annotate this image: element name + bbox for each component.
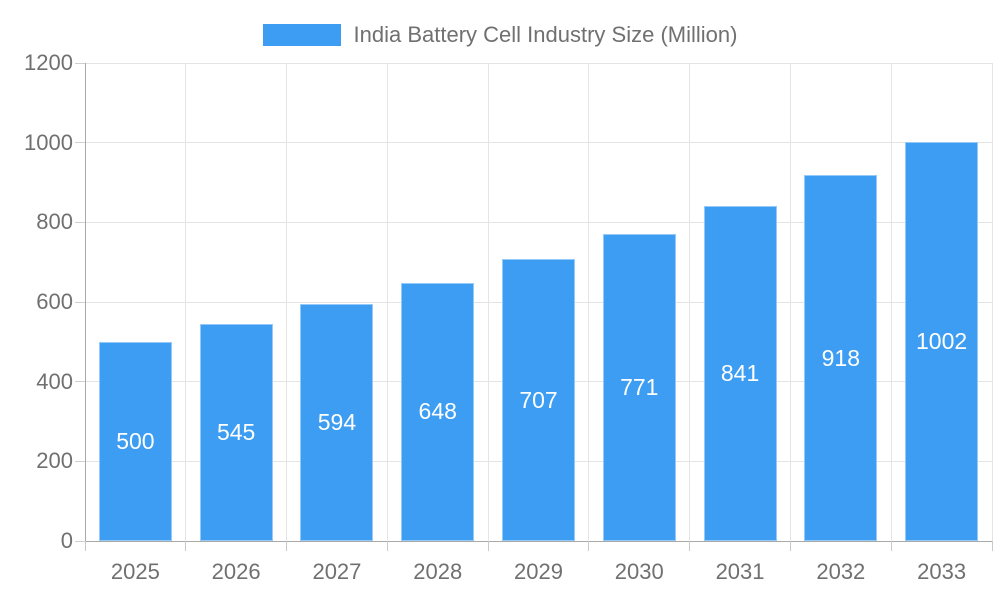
bar[interactable]: 707 xyxy=(502,259,575,541)
plot-area: 0 200 400 600 800 1000 1200 2025 2026 2027 2028 202… xyxy=(24,51,993,584)
x-gridline xyxy=(185,63,187,541)
y-axis-tick-label: 0 xyxy=(60,528,73,553)
bar-value-label: 1002 xyxy=(916,327,968,354)
x-gridline xyxy=(487,63,489,541)
bar-value-label: 771 xyxy=(620,373,659,400)
x-axis-tick-label: 2027 xyxy=(312,559,362,584)
bar[interactable]: 841 xyxy=(703,206,777,541)
x-axis-tick xyxy=(890,541,892,551)
y-axis-tick xyxy=(75,381,85,383)
bar-value-label: 841 xyxy=(720,359,760,386)
bar-value-label: 545 xyxy=(216,418,256,445)
x-axis-tick xyxy=(588,541,590,551)
bar-value-label: 707 xyxy=(519,386,558,413)
x-gridline xyxy=(890,63,892,541)
x-axis-tick xyxy=(286,541,288,551)
x-axis-tick xyxy=(386,541,388,551)
bar-value-label: 594 xyxy=(317,409,357,436)
bar-value-label: 648 xyxy=(418,398,457,425)
y-gridline xyxy=(85,142,992,144)
y-axis-tick-label: 800 xyxy=(36,209,73,235)
y-axis-tick xyxy=(75,460,85,462)
x-axis-tick-label: 2026 xyxy=(211,559,261,584)
x-axis-tick-label: 2030 xyxy=(614,559,664,584)
x-gridline xyxy=(991,63,993,541)
y-gridline xyxy=(85,62,992,64)
bar[interactable]: 918 xyxy=(804,175,878,541)
y-axis-tick-label: 600 xyxy=(36,289,73,314)
bar[interactable]: 594 xyxy=(300,304,374,541)
y-axis-tick-label: 1000 xyxy=(24,129,73,155)
x-axis-tick-label: 2033 xyxy=(917,559,967,584)
x-axis-tick xyxy=(789,541,791,551)
legend-item[interactable]: India Battery Cell Industry Size (Millio… xyxy=(0,22,1000,48)
x-axis-tick-label: 2031 xyxy=(715,559,765,584)
bar[interactable]: 500 xyxy=(98,341,172,541)
x-axis-tick xyxy=(185,541,187,551)
y-axis-tick-label: 400 xyxy=(36,368,73,394)
x-axis-tick xyxy=(84,541,86,551)
bar[interactable]: 771 xyxy=(602,233,676,541)
legend-label: India Battery Cell Industry Size (Millio… xyxy=(353,22,738,47)
bar[interactable]: 648 xyxy=(401,282,475,541)
y-axis-tick xyxy=(75,62,85,64)
x-axis-tick xyxy=(991,541,993,551)
x-gridline xyxy=(386,63,388,541)
x-axis-tick-label: 2025 xyxy=(110,559,160,584)
x-axis-tick-label: 2032 xyxy=(816,559,866,584)
x-axis-tick xyxy=(689,541,691,551)
x-gridline xyxy=(588,63,590,541)
y-axis-tick xyxy=(75,142,85,144)
x-gridline xyxy=(789,63,791,541)
bar-value-label: 500 xyxy=(116,427,155,454)
y-axis-tick-label: 1200 xyxy=(24,50,73,75)
x-gridline xyxy=(286,63,288,541)
x-gridline xyxy=(689,63,691,541)
x-axis-tick-label: 2029 xyxy=(514,559,563,584)
legend-swatch xyxy=(262,24,341,46)
bar[interactable]: 1002 xyxy=(905,141,979,541)
x-axis-tick xyxy=(487,541,489,551)
y-axis-line xyxy=(85,63,86,551)
y-axis-tick xyxy=(75,221,85,223)
y-axis-tick xyxy=(75,301,85,303)
x-axis-tick-label: 2028 xyxy=(413,559,463,584)
bar-value-label: 918 xyxy=(821,344,861,371)
x-axis-line xyxy=(85,541,992,542)
y-axis-tick xyxy=(75,540,85,542)
bar[interactable]: 545 xyxy=(199,323,273,541)
y-axis-tick-label: 200 xyxy=(36,448,73,474)
